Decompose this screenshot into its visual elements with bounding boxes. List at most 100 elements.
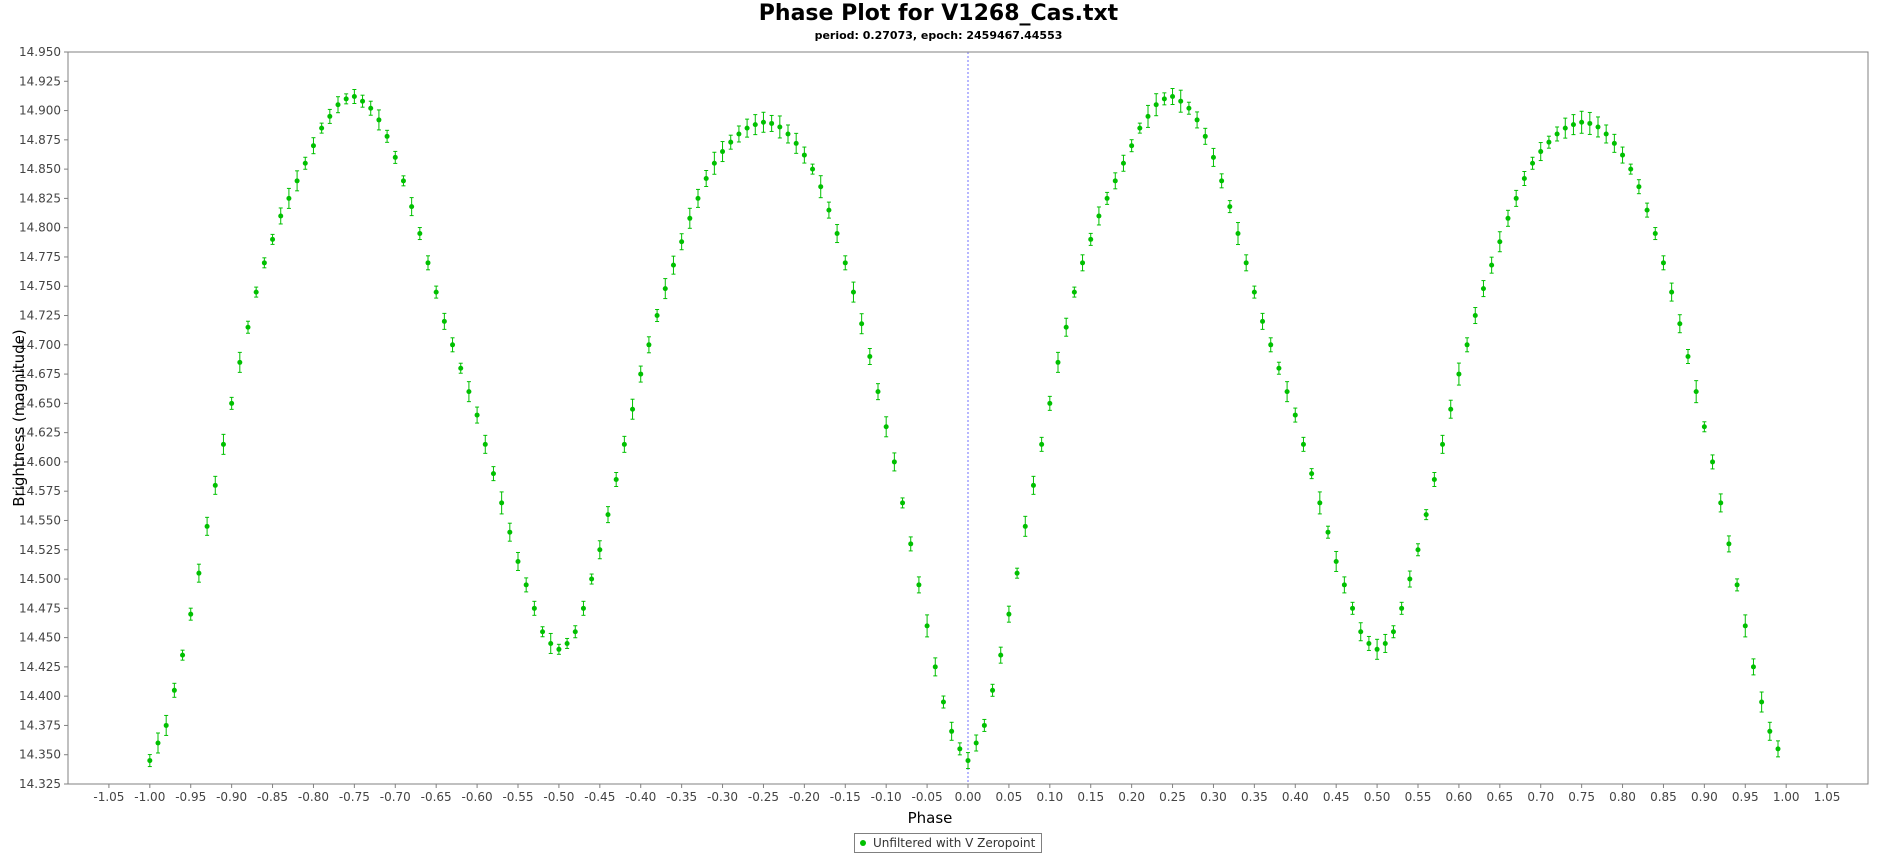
data-point [1440,434,1446,454]
data-point [1300,436,1306,452]
data-point [1096,206,1102,226]
legend-marker-icon [860,840,866,846]
data-point [556,643,562,655]
data-points [147,88,1781,770]
data-point [458,362,464,374]
data-point [1014,567,1020,579]
data-point [1448,399,1454,419]
data-point [392,150,398,164]
data-point [973,734,979,752]
x-tick-label: -0.70 [380,790,411,804]
data-point [1685,349,1691,365]
y-tick-label: 14.775 [19,250,61,264]
data-point [613,471,619,487]
data-point [940,695,946,709]
data-point [916,576,922,594]
data-point [621,435,627,453]
data-point [1562,117,1568,139]
data-point [630,398,636,420]
y-tick-label: 14.600 [19,455,61,469]
data-point [490,466,496,482]
y-axis-ticks: 14.325 14.350 14.375 14.400 14.425 14.450 14.4… [19,45,68,791]
data-point [1472,307,1478,325]
data-point [1521,170,1527,186]
x-tick-label: 0.25 [1159,790,1186,804]
data-point [204,516,210,536]
data-point [580,600,586,616]
data-point [670,255,676,275]
data-point [433,285,439,299]
data-point [1546,135,1552,149]
x-tick-label: 0.85 [1650,790,1677,804]
data-point [834,224,840,244]
data-point [949,721,955,741]
data-point [932,657,938,677]
y-tick-label: 14.375 [19,718,61,732]
data-point [1292,407,1298,423]
data-point [229,396,235,410]
x-tick-label: 0.75 [1568,790,1595,804]
chart-subtitle: period: 0.27073, epoch: 2459467.44553 [814,29,1063,42]
data-point [343,93,349,105]
data-point [1227,200,1233,214]
y-tick-label: 14.525 [19,543,61,557]
x-tick-label: -0.65 [421,790,452,804]
y-tick-label: 14.550 [19,513,61,527]
data-point [474,406,480,424]
x-tick-label: 0.80 [1609,790,1636,804]
data-point [1341,576,1347,594]
data-point [1718,493,1724,513]
data-point [1628,163,1634,175]
y-tick-label: 14.350 [19,748,61,762]
data-point [466,381,472,403]
data-point [1071,286,1077,298]
data-point [261,257,267,269]
data-point [1669,282,1675,302]
data-point [1423,509,1429,521]
data-point [1710,454,1716,470]
y-tick-label: 14.875 [19,133,61,147]
data-point [1513,189,1519,207]
x-tick-label: 0.10 [1036,790,1063,804]
x-tick-label: 0.00 [955,790,982,804]
x-tick-label: 0.95 [1732,790,1759,804]
data-point [564,637,570,649]
data-point [1210,147,1216,167]
x-tick-label: -0.15 [830,790,861,804]
data-point [1178,89,1184,113]
x-tick-label: -1.00 [134,790,165,804]
y-tick-label: 14.750 [19,279,61,293]
chart-legend: Unfiltered with V Zeropoint [854,833,1043,853]
data-point [155,732,161,754]
data-point [1153,93,1159,117]
data-point [1170,88,1176,106]
x-tick-label: -1.05 [93,790,124,804]
data-point [1006,605,1012,623]
data-point [1317,491,1323,515]
data-point [1579,110,1585,134]
x-axis-ticks: -1.05 -1.00 -0.95 -0.90 -0.85 -0.80 -0.75 -0.70… [93,784,1840,804]
data-point [417,227,423,241]
legend-label: Unfiltered with V Zeropoint [873,836,1036,850]
x-tick-label: 0.05 [996,790,1023,804]
data-point [171,682,177,698]
data-point [785,124,791,144]
data-point [286,187,292,209]
y-tick-label: 14.950 [19,45,61,59]
data-point [1374,638,1380,660]
data-point [212,475,218,495]
data-point [400,175,406,187]
data-point [924,614,930,638]
data-point [769,114,775,132]
data-point [1652,227,1658,241]
data-point [711,151,717,175]
data-point [253,286,259,298]
x-tick-label: -0.05 [912,790,943,804]
data-point [760,111,766,133]
data-point [1194,111,1200,129]
data-point [728,134,734,150]
x-tick-label: 0.40 [1282,790,1309,804]
data-point [441,312,447,330]
data-point [965,752,971,770]
data-point [1129,139,1135,153]
